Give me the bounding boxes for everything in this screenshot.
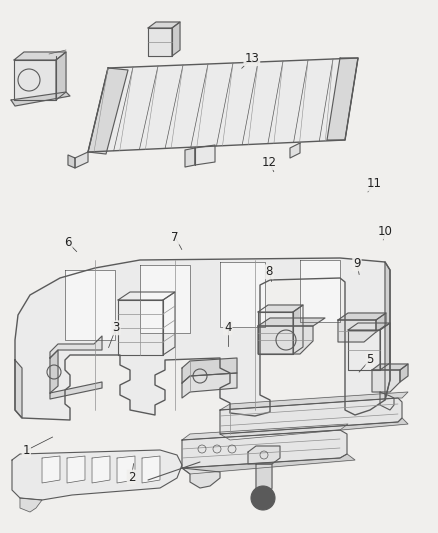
Polygon shape <box>220 398 402 434</box>
Text: 1: 1 <box>22 444 30 457</box>
Polygon shape <box>20 498 42 512</box>
Polygon shape <box>380 323 390 370</box>
Text: 13: 13 <box>244 52 259 65</box>
Polygon shape <box>163 292 175 355</box>
Text: 4: 4 <box>224 321 232 334</box>
Polygon shape <box>140 265 190 333</box>
Polygon shape <box>348 330 380 370</box>
Text: 12: 12 <box>262 156 277 169</box>
Polygon shape <box>348 323 390 330</box>
Polygon shape <box>15 360 22 418</box>
Polygon shape <box>182 468 220 488</box>
Polygon shape <box>258 326 313 354</box>
Polygon shape <box>258 312 293 354</box>
Polygon shape <box>67 456 85 483</box>
Polygon shape <box>118 292 175 300</box>
Polygon shape <box>142 456 160 483</box>
Text: 2: 2 <box>127 471 135 483</box>
Polygon shape <box>327 58 358 140</box>
Polygon shape <box>117 456 135 483</box>
Polygon shape <box>88 58 358 152</box>
Circle shape <box>251 486 275 510</box>
Polygon shape <box>15 258 390 420</box>
Polygon shape <box>182 373 237 398</box>
Polygon shape <box>42 456 60 483</box>
Polygon shape <box>256 464 272 494</box>
Polygon shape <box>75 152 88 168</box>
Polygon shape <box>372 364 408 370</box>
Text: 10: 10 <box>378 225 393 238</box>
Polygon shape <box>290 143 300 158</box>
Polygon shape <box>172 22 180 56</box>
Polygon shape <box>220 262 265 327</box>
Polygon shape <box>148 28 172 56</box>
Polygon shape <box>11 92 70 106</box>
Polygon shape <box>338 320 376 342</box>
Polygon shape <box>182 424 348 440</box>
Polygon shape <box>14 52 66 60</box>
Polygon shape <box>220 392 408 410</box>
Polygon shape <box>195 145 215 165</box>
Text: 8: 8 <box>266 265 273 278</box>
Polygon shape <box>56 52 66 100</box>
Polygon shape <box>376 313 386 332</box>
Polygon shape <box>12 450 182 500</box>
Text: 3: 3 <box>113 321 120 334</box>
Polygon shape <box>380 392 394 410</box>
Polygon shape <box>300 260 340 322</box>
Polygon shape <box>92 456 110 483</box>
Polygon shape <box>182 454 355 474</box>
Polygon shape <box>50 336 102 358</box>
Polygon shape <box>88 68 128 154</box>
Polygon shape <box>50 350 58 393</box>
Polygon shape <box>400 364 408 382</box>
Polygon shape <box>293 305 303 354</box>
Polygon shape <box>258 318 325 326</box>
Text: 9: 9 <box>353 257 361 270</box>
Polygon shape <box>50 382 102 399</box>
Polygon shape <box>182 430 347 468</box>
Polygon shape <box>148 22 180 28</box>
Polygon shape <box>14 60 56 100</box>
Polygon shape <box>185 148 195 167</box>
Polygon shape <box>65 270 115 340</box>
Polygon shape <box>385 262 390 400</box>
Polygon shape <box>338 313 386 320</box>
Polygon shape <box>118 300 163 355</box>
Polygon shape <box>248 446 280 464</box>
Text: 6: 6 <box>64 236 72 249</box>
Text: 11: 11 <box>367 177 382 190</box>
Polygon shape <box>220 418 408 440</box>
Polygon shape <box>372 370 400 392</box>
Text: 7: 7 <box>171 231 179 244</box>
Text: 5: 5 <box>367 353 374 366</box>
Polygon shape <box>68 155 75 168</box>
Polygon shape <box>182 358 237 383</box>
Polygon shape <box>258 305 303 312</box>
